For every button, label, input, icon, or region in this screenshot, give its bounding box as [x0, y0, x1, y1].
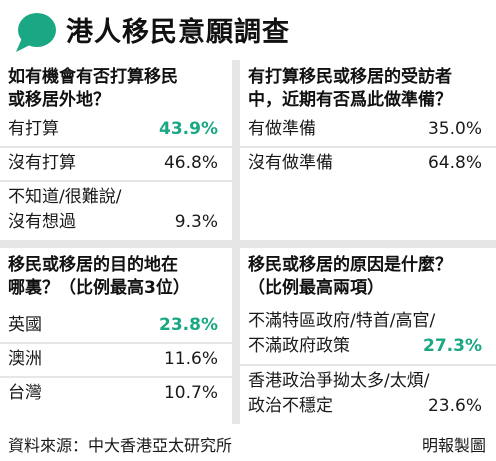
- footer: 資料來源：中大香港亞太研究所 明報製圖: [0, 424, 496, 461]
- answer-label: 沒有打算: [8, 153, 76, 173]
- answer-value: 27.3%: [423, 336, 482, 356]
- panel-reasons: 移民或移居的原因是什麼？ （比例最高兩項） 不滿特區政府/特首/高官/ 不滿政府…: [240, 248, 496, 424]
- answer-label: 政治不穩定: [248, 396, 333, 416]
- answer-label: 不滿政府政策: [248, 336, 350, 356]
- answer-label: 澳洲: [8, 349, 42, 369]
- answer-label: 沒有做準備: [248, 153, 333, 173]
- question-line: 哪裏？（比例最高3位）: [8, 278, 190, 298]
- question-line: 移民或移居的原因是什麼？: [248, 255, 452, 275]
- answer-value: 10.7%: [163, 383, 218, 403]
- credit-note: 明報製圖: [421, 436, 486, 455]
- speech-bubble-icon: [12, 10, 58, 54]
- row-divider: [240, 364, 496, 366]
- answer-value: 9.3%: [174, 212, 218, 232]
- answer-label: 不知道/很難說/: [8, 187, 122, 207]
- answer-value: 23.6%: [427, 396, 482, 416]
- row-divider: [0, 146, 232, 148]
- answer-value: 43.9%: [159, 119, 218, 139]
- header: 港人移民意願調查: [0, 0, 496, 60]
- answer-label: 不滿特區政府/特首/高官/: [248, 311, 436, 331]
- answer-label: 有打算: [8, 119, 59, 139]
- question-line: 或移居外地？: [8, 90, 110, 110]
- row-divider: [0, 342, 232, 344]
- answer-value: 35.0%: [427, 119, 482, 139]
- question-line: 中，近期有否爲此做準備？: [248, 90, 452, 110]
- panel-destinations: 移民或移居的目的地在 哪裏？（比例最高3位） 英國 23.8% 澳洲 11.6%…: [0, 248, 232, 424]
- question-line: 移民或移居的目的地在: [8, 255, 178, 275]
- row-divider: [0, 376, 232, 378]
- question-line: （比例最高兩項）: [248, 278, 384, 298]
- answer-label: 香港政治爭拗太多/太煩/: [248, 371, 430, 391]
- answer-label: 台灣: [8, 383, 42, 403]
- answer-value: 23.8%: [159, 315, 218, 335]
- answer-value: 46.8%: [163, 153, 218, 173]
- answer-label: 有做準備: [248, 119, 316, 139]
- row-divider: [240, 146, 496, 148]
- question-line: 如有機會有否打算移民: [8, 67, 178, 87]
- survey-grid: 如有機會有否打算移民 或移居外地？ 有打算 43.9% 沒有打算 46.8% 不…: [0, 60, 496, 424]
- row-divider: [0, 180, 232, 182]
- question-line: 有打算移民或移居的受訪者: [248, 67, 452, 87]
- panel-emigration-plans: 如有機會有否打算移民 或移居外地？ 有打算 43.9% 沒有打算 46.8% 不…: [0, 60, 232, 240]
- answer-label: 沒有想過: [8, 212, 76, 232]
- page-title: 港人移民意願調查: [66, 17, 290, 48]
- source-note: 資料來源：中大香港亞太研究所: [8, 436, 233, 455]
- answer-value: 11.6%: [163, 349, 218, 369]
- panel-preparation: 有打算移民或移居的受訪者 中，近期有否爲此做準備？ 有做準備 35.0% 沒有做…: [240, 60, 496, 240]
- answer-label: 英國: [8, 315, 42, 335]
- answer-value: 64.8%: [427, 153, 482, 173]
